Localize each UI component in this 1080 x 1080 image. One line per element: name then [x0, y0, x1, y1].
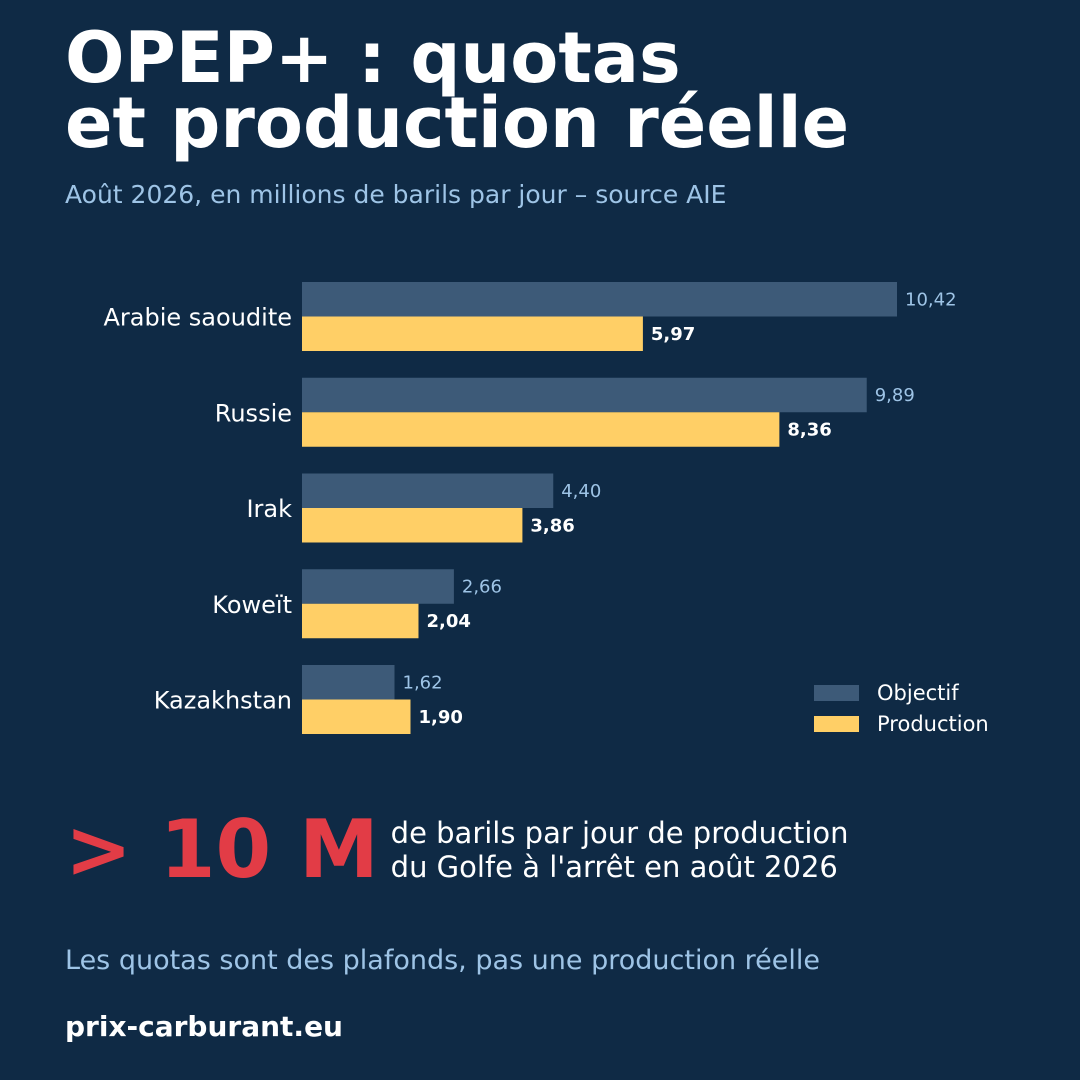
bar-objectif [302, 473, 554, 508]
legend-label: Production [877, 712, 989, 736]
bar-chart: Arabie saoudite 10,42 5,97 Russie 9,89 8,36 Ir… [104, 282, 989, 736]
title-line-1: OPEP+ : quotas [65, 17, 681, 99]
bar-production [302, 603, 419, 639]
data-label: 1,62 [403, 672, 443, 693]
data-label: 8,36 [787, 420, 831, 441]
category-label: Koweït [212, 591, 292, 619]
subtitle: Août 2026, en millions de barils par jou… [65, 180, 727, 209]
bar-objectif [302, 377, 867, 413]
bar-objectif [302, 665, 395, 700]
bar-production [302, 699, 411, 734]
data-label: 5,97 [651, 324, 695, 345]
bar-production [302, 316, 643, 351]
bar-production [302, 412, 780, 447]
key-figure-value: > 10 M [65, 803, 379, 896]
legend-swatch [814, 716, 859, 732]
key-figure-line-2: du Golfe à l'arrêt en août 2026 [390, 850, 838, 884]
key-figure-callout: > 10 M de barils par jour de production … [65, 805, 849, 895]
category-label: Irak [246, 495, 292, 523]
bar-objectif [302, 282, 897, 317]
category-label: Arabie saoudite [104, 304, 292, 332]
bar-production [302, 508, 523, 543]
legend-label: Objectif [877, 681, 959, 705]
data-label: 9,89 [875, 385, 915, 406]
title-line-2: et production réelle [65, 82, 850, 164]
data-label: 2,04 [426, 611, 470, 632]
bar-objectif [302, 569, 454, 604]
key-figure-line-1: de barils par jour de production [390, 816, 849, 850]
data-label: 2,66 [462, 577, 502, 598]
data-label: 3,86 [530, 515, 574, 536]
page-title: OPEP+ : quotas et production réelle [65, 17, 850, 164]
data-label: 1,90 [418, 707, 462, 728]
category-label: Kazakhstan [154, 687, 292, 715]
footnote: Les quotas sont des plafonds, pas une pr… [65, 945, 820, 976]
data-label: 10,42 [905, 289, 957, 310]
brand-link[interactable]: prix-carburant.eu [65, 1010, 343, 1043]
legend-swatch [814, 685, 859, 701]
category-label: Russie [215, 399, 292, 427]
data-label: 4,40 [561, 481, 601, 502]
key-figure-description: de barils par jour de production du Golf… [391, 816, 849, 884]
